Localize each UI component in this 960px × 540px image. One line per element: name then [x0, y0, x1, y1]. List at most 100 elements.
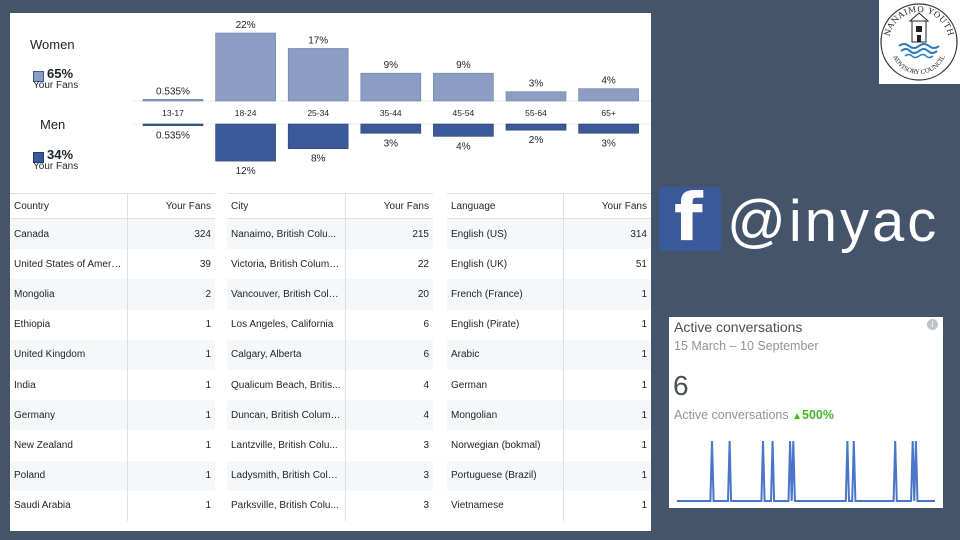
- men-bar[interactable]: [360, 123, 422, 134]
- city-row: Lantzville, British Colu... 3: [227, 430, 433, 461]
- women-bar[interactable]: [433, 72, 494, 102]
- men-bar[interactable]: [142, 123, 204, 126]
- city-row: Duncan, British Columbia 4: [227, 400, 433, 431]
- women-bar[interactable]: [360, 72, 422, 102]
- country-row: Poland 1: [10, 460, 215, 491]
- sparkline-line: [677, 440, 935, 502]
- country-fans-cell: 39: [126, 249, 215, 280]
- women-percent: 65%: [47, 66, 74, 81]
- trend-up-icon: ▲: [792, 411, 803, 422]
- men-value-label: 3%: [384, 138, 399, 149]
- men-fans-label: Your Fans: [33, 161, 79, 172]
- city-name-cell: Vancouver, British Colu...: [227, 279, 345, 310]
- country-header[interactable]: Country: [10, 193, 127, 219]
- country-name-cell: Poland: [10, 460, 127, 491]
- women-bar[interactable]: [578, 88, 639, 102]
- facebook-icon[interactable]: f: [659, 187, 721, 251]
- men-legend-swatch: [33, 152, 44, 163]
- country-name-cell: Mongolia: [10, 279, 127, 310]
- language-fans-cell: 1: [562, 339, 651, 370]
- city-row: Los Angeles, California 6: [227, 309, 433, 340]
- language-name-cell: English (Pirate): [451, 319, 520, 331]
- women-bar[interactable]: [505, 91, 567, 102]
- country-fans-cell: 1: [126, 339, 215, 370]
- age-category-label: 25-34: [307, 108, 329, 118]
- age-category-label: 18-24: [235, 108, 257, 118]
- country-name-cell: United Kingdom: [10, 339, 127, 370]
- city-fans-cell: 3: [344, 460, 433, 491]
- city-fans-cell: 6: [344, 339, 433, 370]
- women-bar[interactable]: [287, 48, 349, 102]
- city-header[interactable]: City: [227, 193, 345, 219]
- city-row: Parksville, British Colu... 3: [227, 490, 433, 521]
- men-bar[interactable]: [287, 123, 349, 150]
- language-row: Vietnamese 1: [447, 490, 651, 521]
- women-bar[interactable]: [142, 99, 204, 102]
- conversations-sparkline: [677, 440, 935, 502]
- city-fans-cell: 4: [344, 369, 433, 401]
- conversations-count: 6: [673, 370, 689, 401]
- language-fans-cell: 1: [562, 490, 651, 521]
- country-row: United States of America 39: [10, 249, 215, 280]
- language-name-cell: Portuguese (Brazil): [447, 460, 563, 491]
- women-fans-label: Your Fans: [33, 80, 79, 91]
- country-row: Saudi Arabia 1: [10, 490, 215, 521]
- language-fans-header[interactable]: Your Fans: [562, 193, 651, 219]
- language-row: English (US) 314: [447, 218, 651, 250]
- youth-council-logo: NANAIMO YOUTH ADVISORY COUNCIL: [879, 0, 960, 84]
- men-bar[interactable]: [505, 123, 567, 131]
- women-value-label: 4%: [601, 76, 616, 87]
- city-row: Calgary, Alberta 6: [227, 339, 433, 370]
- men-percent: 34%: [47, 147, 74, 162]
- facebook-handle[interactable]: @inyac: [727, 189, 940, 254]
- city-table: City Your Fans Nanaimo, British Colu... 2…: [227, 193, 433, 521]
- city-fans-header[interactable]: Your Fans: [344, 193, 433, 219]
- women-value-label: 0.535%: [156, 86, 190, 97]
- language-fans-cell: 1: [562, 309, 651, 340]
- language-name-cell: English (UK): [451, 258, 508, 270]
- language-table: Language Your Fans English (US) 314 Englis…: [447, 193, 651, 521]
- men-value-label: 0.535%: [156, 131, 190, 142]
- language-header[interactable]: Language: [447, 193, 563, 219]
- language-name-cell: English (US): [447, 218, 563, 250]
- country-fans-cell: 1: [126, 369, 215, 401]
- city-name-cell: Victoria, British Columbia: [231, 258, 343, 270]
- country-fans-header[interactable]: Your Fans: [126, 193, 215, 219]
- city-row: Vancouver, British Colu... 20: [227, 279, 433, 310]
- language-name-cell: Mongolian: [447, 400, 563, 431]
- language-row: English (UK) 51: [447, 249, 651, 280]
- city-fans-cell: 4: [344, 400, 433, 431]
- men-bar[interactable]: [215, 123, 276, 162]
- men-value-label: 8%: [311, 154, 326, 165]
- language-row: Norwegian (bokmal) 1: [447, 430, 651, 461]
- info-icon[interactable]: i: [927, 319, 938, 330]
- city-name-cell: Duncan, British Columbia: [227, 400, 345, 431]
- language-fans-cell: 1: [562, 400, 651, 431]
- men-bar[interactable]: [433, 123, 494, 137]
- men-label: Men: [40, 117, 66, 132]
- country-fans-cell: 1: [126, 460, 215, 491]
- country-row: India 1: [10, 369, 215, 401]
- women-bar[interactable]: [215, 32, 276, 102]
- men-bar[interactable]: [578, 123, 639, 134]
- country-name-cell: Germany: [10, 400, 127, 431]
- country-name-cell: India: [14, 379, 36, 391]
- country-name-cell: New Zealand: [14, 439, 73, 451]
- age-category-label: 13-17: [162, 108, 184, 118]
- women-value-label: 9%: [456, 60, 471, 71]
- country-fans-cell: 2: [126, 279, 215, 310]
- country-row: New Zealand 1: [10, 430, 215, 461]
- language-fans-cell: 1: [562, 279, 651, 310]
- language-name-cell: Arabic: [447, 339, 563, 370]
- city-name-cell: Los Angeles, California: [231, 319, 334, 331]
- language-name-cell: Norwegian (bokmal): [451, 439, 541, 451]
- age-category-label: 45-54: [453, 108, 475, 118]
- city-fans-cell: 3: [344, 490, 433, 521]
- city-name-cell: Lantzville, British Colu...: [231, 439, 338, 451]
- conversations-sub-label: Active conversations: [674, 408, 789, 422]
- men-value-label: 4%: [456, 141, 471, 152]
- language-row: French (France) 1: [447, 279, 651, 310]
- men-value-label: 2%: [529, 135, 544, 146]
- country-row: Germany 1: [10, 400, 215, 431]
- country-fans-cell: 1: [126, 490, 215, 521]
